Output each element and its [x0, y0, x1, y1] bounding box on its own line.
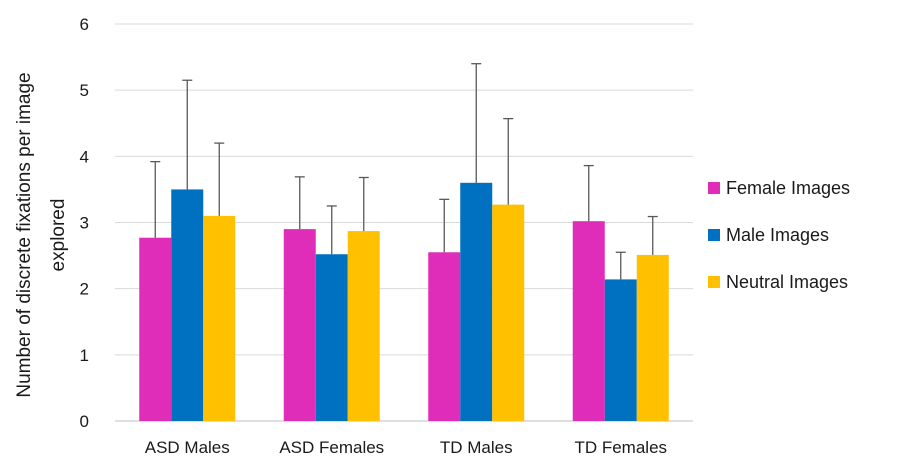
bar	[636, 254, 669, 421]
y-tick-label: 4	[80, 147, 89, 166]
y-tick-label: 1	[80, 346, 89, 365]
bar	[315, 254, 348, 421]
y-axis-title: Number of discrete fixations per image e…	[14, 72, 69, 397]
y-tick-label: 3	[80, 214, 89, 233]
bar	[139, 237, 172, 421]
y-tick-label: 2	[80, 280, 89, 299]
bar	[572, 221, 605, 421]
y-axis-title-line-1: Number of discrete fixations per image	[14, 72, 35, 397]
bar	[283, 229, 316, 421]
legend-swatch	[708, 182, 720, 194]
y-axis-title-line-2: explored	[48, 199, 69, 272]
x-tick-label: ASD Males	[145, 438, 230, 457]
y-tick-label: 5	[80, 81, 89, 100]
bar	[604, 279, 637, 421]
legend-label: Male Images	[726, 225, 829, 245]
legend-label: Neutral Images	[726, 272, 848, 292]
bars	[139, 182, 669, 421]
bar	[203, 215, 236, 421]
y-tick-label: 0	[80, 412, 89, 431]
bar	[460, 182, 493, 421]
bar	[428, 252, 461, 421]
legend-swatch	[708, 229, 720, 241]
bar	[171, 189, 204, 421]
legend-swatch	[708, 276, 720, 288]
x-tick-label: ASD Females	[279, 438, 384, 457]
legend: Female Images Male Images Neutral Images	[708, 178, 850, 292]
bar	[492, 204, 525, 421]
y-axis-ticks: 0 1 2 3 4 5 6	[80, 15, 89, 431]
y-tick-label: 6	[80, 15, 89, 34]
error-bars	[150, 63, 658, 280]
x-axis-ticks: ASD Males ASD Females TD Males TD Females	[145, 438, 667, 457]
x-tick-label: TD Females	[574, 438, 667, 457]
x-tick-label: TD Males	[440, 438, 513, 457]
legend-label: Female Images	[726, 178, 850, 198]
bar	[347, 231, 380, 421]
